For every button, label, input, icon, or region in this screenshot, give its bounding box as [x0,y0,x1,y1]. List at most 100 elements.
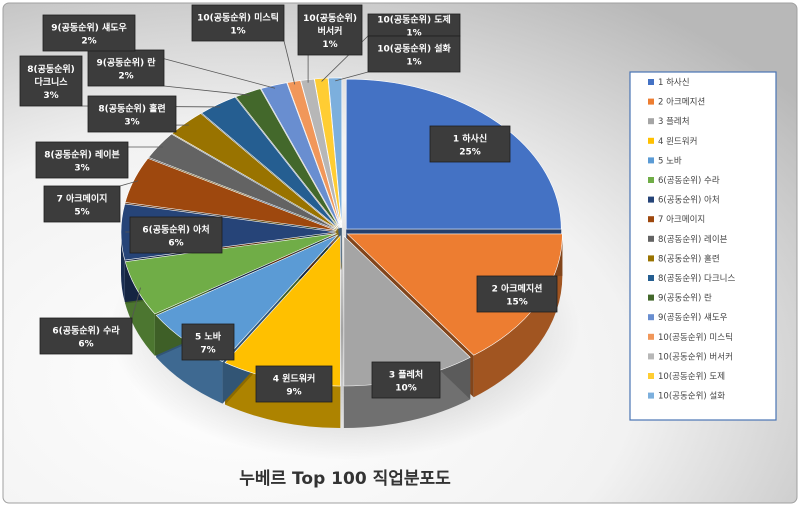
data-label-box-4 [181,323,235,361]
data-label-pct-10: 3% [43,91,58,101]
legend-item-16: 10(공동순위) 설화 [648,391,725,402]
data-label-name-13: 10(공동순위) 미스틱 [197,12,279,24]
legend: 1 하사신 2 아크메지션 3 플레처 4 윈드워커 5 노바 6(공동순위) 수라 6(공… [648,77,735,402]
legend-label-10: 8(공동순위) 다크니스 [658,273,735,284]
data-label-14: 10(공동순위)버서커 1% [297,4,363,56]
leader-line-11 [163,85,250,96]
data-label-box-13 [191,4,285,42]
legend-label-0: 1 하사신 [658,77,690,88]
pie-side-1 [473,233,563,398]
data-label-2: 3 플레처 10% [371,361,441,399]
data-label-name-0: 1 하사신 [453,133,487,145]
data-label-box-6 [129,216,223,254]
legend-label-8: 8(공동순위) 레이븐 [658,234,728,245]
legend-swatch-12 [648,314,654,321]
data-label-pct-16: 1% [406,58,421,68]
pie-slice-8 [148,133,338,230]
data-label-name-15: 10(공동순위) 도제 [377,14,451,26]
data-label-box-0 [429,125,511,163]
legend-label-13: 10(공동순위) 미스틱 [658,332,733,343]
data-label-9: 8(공동순위) 홀련 3% [87,95,177,133]
data-label-box-10 [19,55,83,107]
legend-swatch-14 [648,353,654,360]
leader-line-7 [119,180,139,187]
data-label-box-11 [87,49,165,87]
legend-swatch-10 [648,275,654,281]
data-label-box-16 [367,35,461,73]
legend-item-8: 8(공동순위) 레이븐 [648,234,728,245]
data-label-name-4: 5 노바 [195,331,222,343]
data-label-16: 10(공동순위) 설화 1% [367,35,461,73]
legend-swatch-9 [648,255,654,262]
data-label-name-8: 8(공동순위) 레이븐 [44,149,120,161]
legend-swatch-8 [648,235,654,242]
data-label-box-9 [87,95,177,133]
pie-slice-12 [260,82,341,229]
data-label-15: 10(공동순위) 도제 1% [367,14,461,39]
data-label-13: 10(공동순위) 미스틱 1% [191,4,285,42]
data-label-pct-2: 10% [395,384,417,394]
data-label-3: 4 윈드워커 9% [255,365,333,403]
data-label-box-7 [43,185,121,223]
data-label-0: 1 하사신 25% [429,125,511,163]
pie-slice-15 [314,77,342,228]
legend-label-4: 5 노바 [658,155,682,166]
leader-line-16 [335,71,369,82]
leader-line-13 [283,40,296,85]
pie-slice-5 [124,233,337,315]
data-label-pct-11: 2% [118,72,133,82]
data-label-box-2 [371,361,441,399]
data-label-box-14 [297,4,363,56]
data-label-name-10: 다크니스 [34,76,68,88]
data-label-1: 2 아크메지션 15% [476,275,558,313]
data-label-name-10: 8(공동순위) [27,63,75,75]
pie-data-labels: 1 하사신 25% 2 아크메지션 15% 3 플레처 10% 4 윈드워커 9% 5 노바 7%… [19,4,558,403]
data-label-name-9: 8(공동순위) 홀련 [98,103,165,115]
data-label-name-1: 2 아크메지션 [492,283,543,295]
legend-swatch-6 [648,196,654,203]
data-label-name-14: 버서커 [318,25,343,37]
legend-item-1: 2 아크메지션 [648,97,705,108]
data-label-name-5: 6(공동순위) 수라 [52,325,120,337]
data-label-pct-15: 1% [406,29,421,39]
legend-swatch-2 [648,118,654,125]
data-label-name-3: 4 윈드워커 [273,373,316,385]
data-label-pct-12: 2% [81,37,96,47]
data-label-pct-0: 25% [459,148,481,158]
data-label-name-12: 9(공동순위) 섀도우 [51,22,127,34]
legend-item-3: 4 윈드워커 [648,137,697,147]
legend-swatch-7 [648,216,654,223]
data-label-name-11: 9(공동순위) 란 [96,57,156,69]
pie-tops [120,77,563,387]
legend-label-14: 10(공동순위) 버서커 [658,351,733,362]
data-label-pct-8: 3% [74,164,89,174]
chart-title: 누베르 Top 100 직업분포도 [239,469,451,489]
data-label-pct-3: 9% [286,388,301,398]
legend-item-2: 3 플레처 [648,117,690,127]
data-label-box-8 [35,141,129,179]
data-label-pct-9: 3% [124,118,139,128]
legend-item-6: 6(공동순위) 아처 [648,195,720,206]
data-label-name-7: 7 아크메이지 [57,193,108,205]
legend-item-4: 5 노바 [648,155,682,166]
pie-slice-10 [201,96,339,229]
legend-swatch-5 [648,177,654,183]
data-label-pct-13: 1% [230,27,245,37]
legend-label-15: 10(공동순위) 도제 [658,372,725,382]
data-label-name-2: 3 플레처 [389,369,423,381]
data-label-pct-1: 15% [506,298,528,308]
legend-swatch-3 [648,137,654,144]
legend-label-16: 10(공동순위) 설화 [658,391,725,402]
legend-swatch-11 [648,294,654,301]
data-label-4: 5 노바 7% [181,323,235,361]
data-label-12: 9(공동순위) 섀도우 2% [42,14,136,52]
legend-item-13: 10(공동순위) 미스틱 [648,332,733,343]
data-label-10: 8(공동순위)다크니스 3% [19,55,83,107]
data-label-7: 7 아크메이지 5% [43,185,121,223]
pie-slice-14 [300,78,342,228]
legend-item-14: 10(공동순위) 버서커 [648,351,733,362]
legend-item-0: 1 하사신 [648,77,690,88]
data-label-name-6: 6(공동순위) 아처 [142,224,209,236]
pie-side-6 [121,232,125,303]
